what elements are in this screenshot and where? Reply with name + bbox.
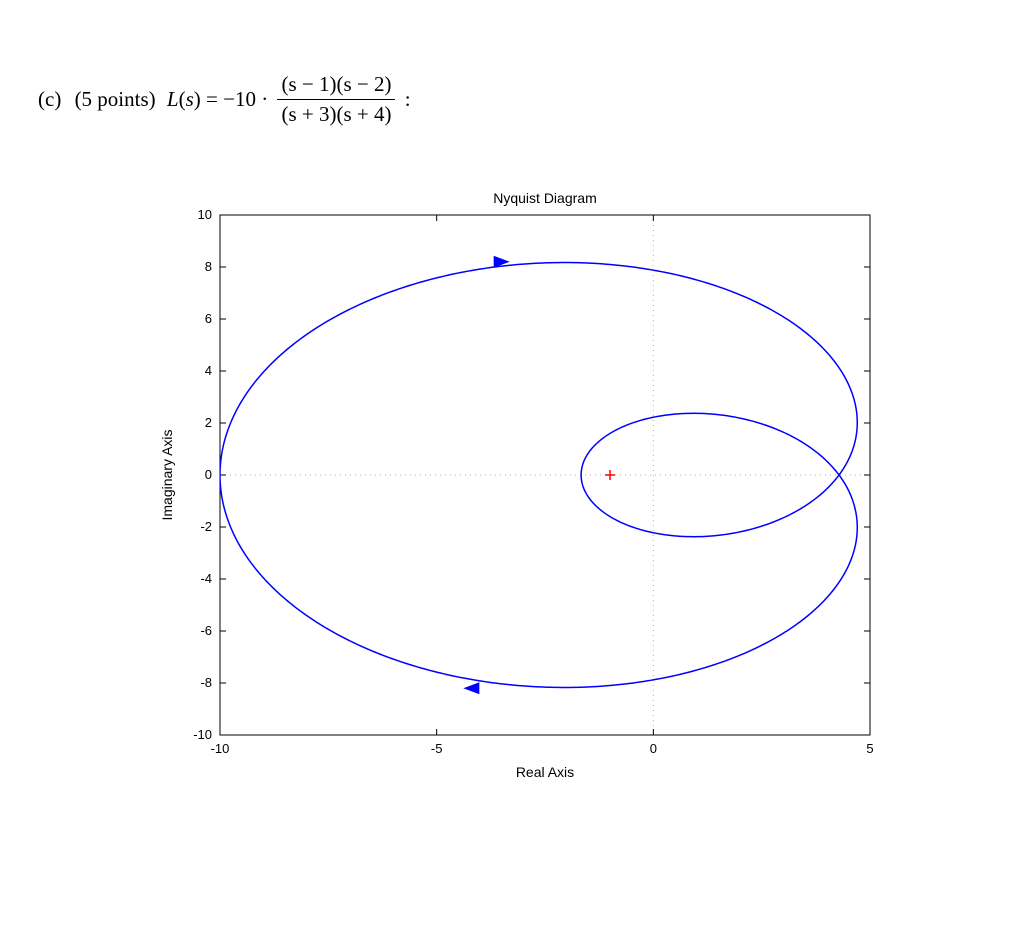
svg-text:-8: -8 [200, 675, 212, 690]
svg-text:5: 5 [866, 741, 873, 756]
svg-text:-10: -10 [211, 741, 230, 756]
numerator: (s − 1)(s − 2) [281, 72, 391, 96]
svg-text:10: 10 [198, 207, 212, 222]
svg-text:-5: -5 [431, 741, 443, 756]
trailing-colon: : [405, 87, 411, 112]
denominator: (s + 3)(s + 4) [281, 102, 391, 126]
svg-text:-4: -4 [200, 571, 212, 586]
svg-text:0: 0 [205, 467, 212, 482]
svg-text:Real Axis: Real Axis [516, 764, 574, 780]
svg-text:Nyquist Diagram: Nyquist Diagram [493, 190, 596, 206]
svg-text:-6: -6 [200, 623, 212, 638]
svg-text:6: 6 [205, 311, 212, 326]
svg-text:8: 8 [205, 259, 212, 274]
svg-text:0: 0 [650, 741, 657, 756]
problem-equation: (c) (5 points) L(s) = −10 · (s − 1)(s − … [38, 72, 411, 127]
fraction: (s − 1)(s − 2) (s + 3)(s + 4) [277, 72, 395, 127]
svg-text:2: 2 [205, 415, 212, 430]
svg-text:-10: -10 [193, 727, 212, 742]
svg-text:Imaginary Axis: Imaginary Axis [159, 429, 175, 520]
points-label: (5 points) [75, 87, 156, 112]
svg-text:-2: -2 [200, 519, 212, 534]
nyquist-chart: -10 -5 0 5 -10 -8 -6 -4 -2 0 2 4 6 8 10 Nyquist Diagram… [150, 180, 890, 800]
part-label: (c) [38, 87, 61, 112]
svg-text:4: 4 [205, 363, 212, 378]
